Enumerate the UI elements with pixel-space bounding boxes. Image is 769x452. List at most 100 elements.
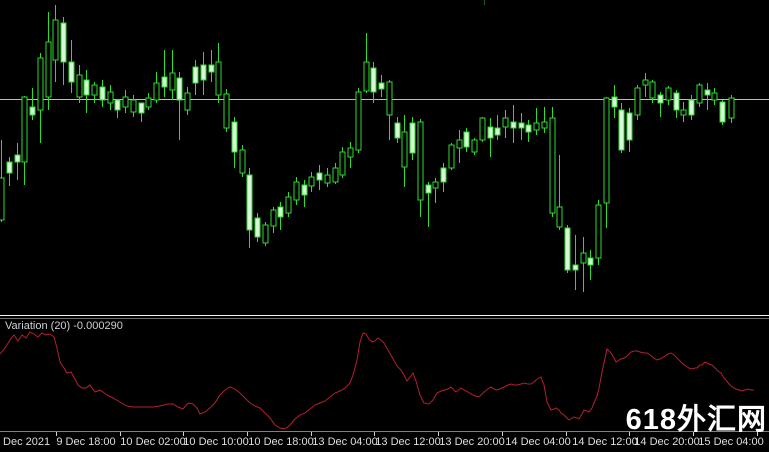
candle-body — [114, 99, 121, 111]
candle-body — [246, 174, 253, 231]
candle-body — [370, 67, 377, 93]
candle-body — [502, 117, 509, 128]
candle-body — [169, 72, 176, 91]
time-axis-label: 13 Dec 04:00 — [312, 436, 378, 448]
time-axis-label: 14 Dec 12:00 — [572, 436, 638, 448]
candle-body — [564, 227, 571, 271]
candle-body — [14, 154, 21, 163]
candle-body — [262, 224, 269, 244]
candle-body — [626, 112, 633, 141]
candle-body — [719, 101, 726, 123]
candle-body — [642, 79, 649, 86]
candle-body — [176, 77, 183, 101]
candle-body — [704, 89, 711, 96]
candle-body — [99, 86, 106, 101]
candle-body — [130, 99, 137, 113]
time-axis-label: 9 Dec 18:00 — [56, 436, 116, 448]
variation-indicator-line — [0, 331, 754, 430]
candle-body — [409, 122, 416, 154]
candle-body — [518, 122, 525, 129]
candle-body — [603, 97, 610, 204]
candle-body — [572, 264, 579, 271]
candle-body — [270, 209, 277, 227]
candle-body — [231, 121, 238, 153]
time-axis-label: 13 Dec 20:00 — [439, 436, 505, 448]
candle-body — [611, 96, 618, 108]
candle-body — [541, 121, 548, 129]
candle-body — [308, 176, 315, 187]
candle-body — [347, 147, 354, 158]
candle-body — [533, 122, 540, 131]
candle-body — [184, 92, 191, 111]
candle-body — [83, 79, 90, 96]
candle-body — [363, 61, 370, 92]
panel-frame-layer — [0, 315, 769, 432]
candle-body — [432, 181, 439, 189]
candle-body — [316, 172, 323, 181]
candle-body — [145, 97, 152, 108]
candle-body — [21, 96, 28, 163]
candle-body — [580, 252, 587, 264]
candle-body — [45, 41, 52, 98]
candle-body — [688, 99, 695, 116]
candle-body — [301, 184, 308, 196]
candle-body — [386, 81, 393, 116]
candle-body — [440, 167, 447, 183]
candle-body — [324, 174, 331, 184]
candle-body — [471, 139, 478, 153]
candle-body — [91, 84, 98, 96]
candle-body — [200, 64, 207, 81]
variation-line-layer — [0, 331, 754, 430]
candle-body — [448, 144, 455, 169]
candle-body — [153, 82, 160, 101]
time-axis-label: 13 Dec 12:00 — [375, 436, 441, 448]
candle-body — [657, 94, 664, 104]
candle-body — [107, 91, 114, 104]
candle-body — [161, 76, 168, 88]
candle-body — [277, 206, 284, 218]
candle-body — [254, 217, 261, 238]
candle-body — [138, 102, 145, 114]
candle-body — [680, 109, 687, 116]
candle-body — [122, 96, 129, 108]
candle-body — [378, 82, 385, 90]
candle-body — [425, 184, 432, 194]
candle-body — [37, 57, 44, 111]
time-axis-label: 14 Dec 20:00 — [634, 436, 700, 448]
candle-body — [68, 61, 75, 83]
candle-body — [394, 122, 401, 139]
candle-body — [0, 177, 5, 221]
candle-body — [208, 64, 215, 73]
candle-body — [595, 204, 602, 259]
candle-body — [456, 139, 463, 149]
time-axis-label: 9 Dec 2021 — [0, 436, 51, 448]
candle-body — [696, 84, 703, 104]
candle-body — [479, 117, 486, 141]
candle-body — [6, 161, 13, 174]
candle-body — [401, 131, 408, 168]
candle-body — [673, 92, 680, 111]
candle-body — [239, 149, 246, 174]
candle-body — [634, 87, 641, 116]
candle-body — [332, 167, 339, 183]
candle-body — [417, 121, 424, 201]
time-axis-ticks-layer[interactable] — [56, 432, 758, 436]
time-axis-label: 10 Dec 18:00 — [248, 436, 314, 448]
time-axis-label: 14 Dec 04:00 — [505, 436, 571, 448]
candle-body — [587, 257, 594, 266]
candle-body — [192, 66, 199, 84]
time-axis-label: 15 Dec 04:00 — [698, 436, 764, 448]
candle-body — [728, 97, 735, 119]
candle-body — [649, 81, 656, 99]
time-axis-label: 10 Dec 02:00 — [120, 436, 186, 448]
candle-body — [223, 93, 230, 129]
candle-body — [556, 206, 563, 228]
candle-body — [355, 91, 362, 151]
candle-body — [29, 106, 36, 116]
candle-body — [525, 124, 532, 133]
indicator-label: Variation (20) -0.000290 — [5, 320, 123, 332]
watermark-618waihuiwang: 618外汇网 — [625, 404, 767, 436]
candle-body — [52, 19, 59, 61]
